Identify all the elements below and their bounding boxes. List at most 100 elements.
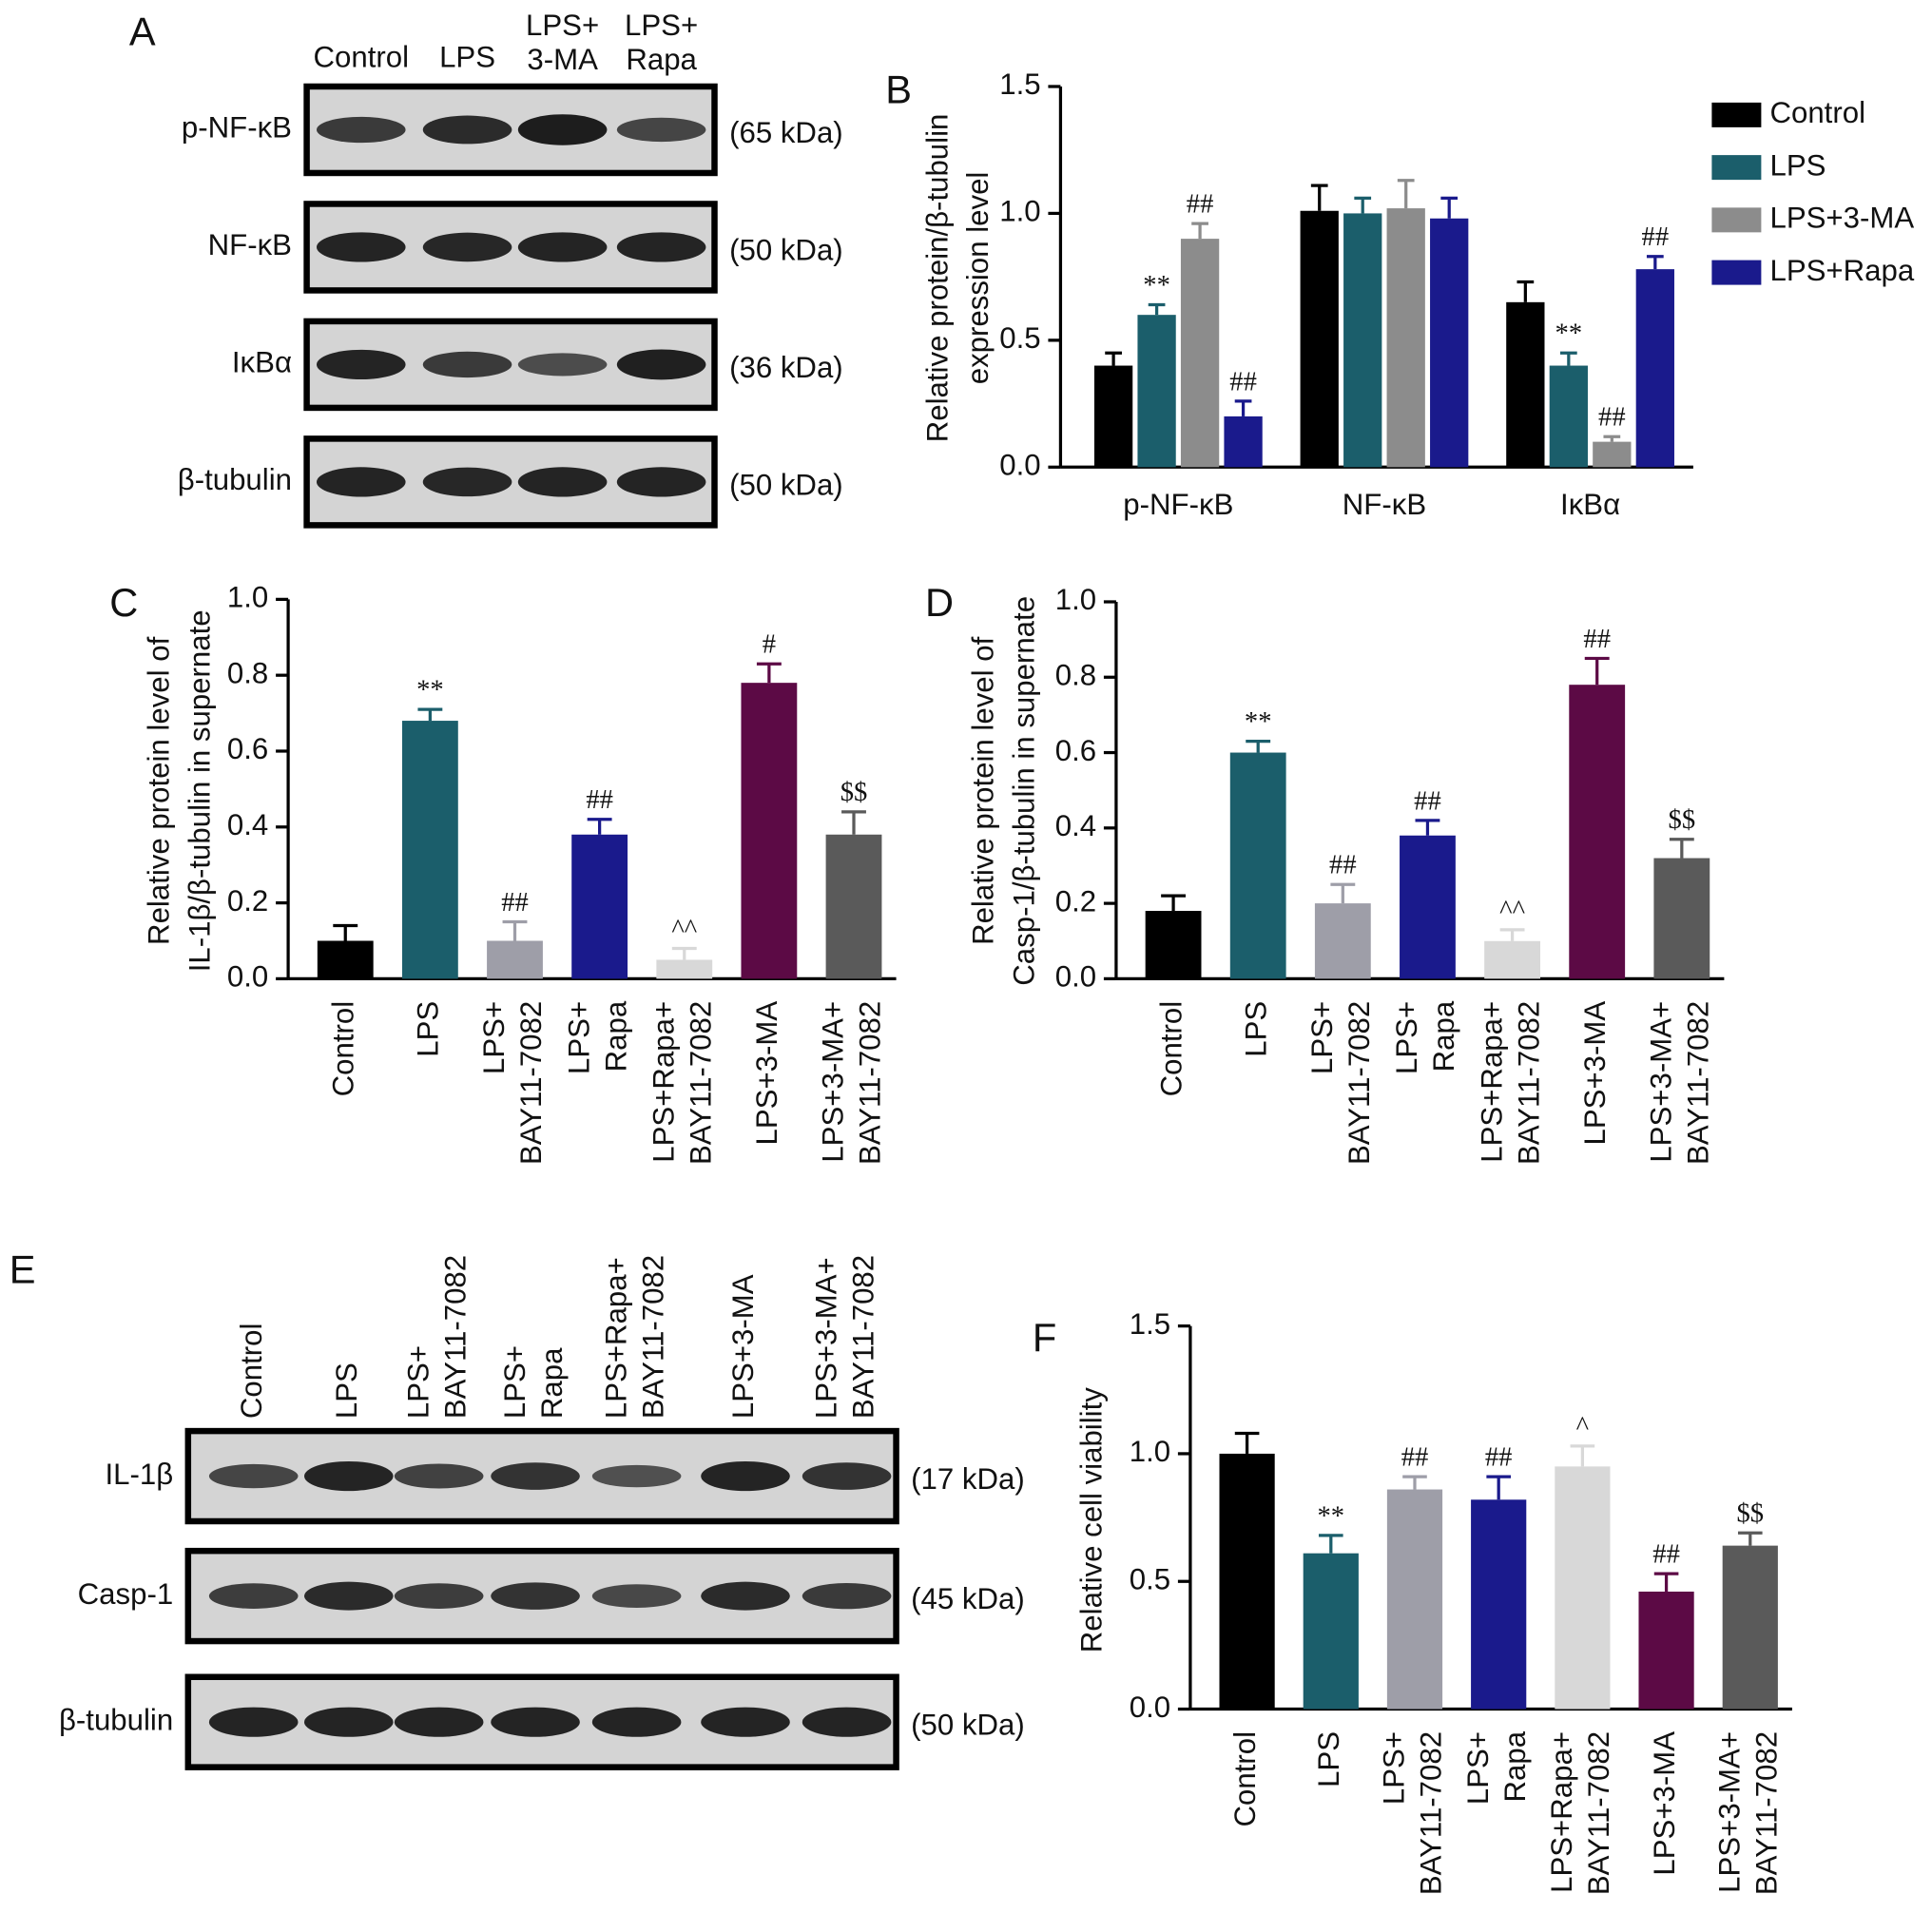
- x-tick-label: BAY11-7082: [1415, 1731, 1448, 1895]
- bar: [1386, 1489, 1443, 1710]
- x-tick-label: LPS+Rapa+: [647, 1001, 680, 1163]
- significance: $$: [1669, 805, 1696, 835]
- blot-band: [422, 232, 512, 262]
- row-label: IκBα: [232, 346, 292, 379]
- blot-band: [422, 351, 512, 378]
- lane-label: Rapa: [535, 1347, 569, 1419]
- bar: [1303, 1553, 1359, 1710]
- x-tick-label: BAY11-7082: [684, 1001, 717, 1165]
- y-axis-label: Relative protein level of: [966, 636, 999, 945]
- bar: [1224, 415, 1263, 468]
- y-tick-label: 0.5: [1130, 1562, 1170, 1595]
- y-tick-label: 0.6: [1055, 734, 1096, 767]
- significance: ^: [1576, 1412, 1590, 1441]
- blot-band: [802, 1707, 892, 1737]
- blot-band: [208, 1707, 299, 1737]
- y-tick-label: 1.0: [227, 581, 268, 614]
- panel-label: C: [109, 580, 138, 625]
- bar: [1093, 365, 1133, 468]
- bar: [1569, 685, 1626, 979]
- y-tick-label: 1.5: [999, 68, 1040, 101]
- x-tick-label: BAY11-7082: [514, 1001, 548, 1165]
- bar: [1653, 858, 1710, 979]
- lane-label: LPS+: [401, 1345, 435, 1419]
- lane-label: LPS+: [625, 9, 698, 42]
- panel-label: B: [885, 67, 912, 111]
- significance: ##: [1229, 367, 1257, 396]
- y-axis-label: expression level: [961, 172, 995, 385]
- bar: [401, 721, 458, 979]
- y-axis-label: IL-1β/β-tubulin in supernate: [183, 609, 216, 972]
- x-tick-label: p-NF-κB: [1123, 488, 1233, 521]
- y-tick-label: 1.0: [999, 195, 1040, 228]
- lane-label: Control: [314, 41, 410, 74]
- blot-band: [591, 1464, 682, 1488]
- blot-band: [701, 1460, 790, 1492]
- significance: ##: [1583, 625, 1611, 654]
- significance: ##: [1598, 403, 1626, 433]
- significance: ##: [1642, 222, 1670, 252]
- blot-band: [591, 1707, 682, 1737]
- bar: [1635, 269, 1674, 468]
- lane-label: BAY11-7082: [438, 1255, 472, 1419]
- y-axis-label: Casp-1/β-tubulin in supernate: [1007, 596, 1040, 986]
- y-tick-label: 1.0: [1130, 1435, 1170, 1468]
- panel-label: D: [925, 580, 954, 625]
- panel-label: A: [129, 9, 156, 53]
- blot-band: [616, 467, 706, 497]
- bar: [1471, 1499, 1527, 1710]
- blot-band: [394, 1583, 484, 1609]
- blot-band: [491, 1707, 580, 1737]
- blot-band: [517, 353, 608, 377]
- blot-band: [316, 349, 406, 380]
- blot-band: [316, 467, 406, 497]
- x-tick-label: BAY11-7082: [1343, 1001, 1376, 1165]
- lane-label: 3-MA: [527, 43, 598, 76]
- x-tick-label: LPS+3-MA+: [1645, 1001, 1678, 1163]
- bar: [656, 959, 713, 979]
- y-axis-label: Relative protein level of: [142, 636, 175, 945]
- lane-label: LPS+3-MA+: [809, 1257, 842, 1419]
- legend-swatch: [1711, 260, 1762, 285]
- panel-label: F: [1033, 1315, 1056, 1360]
- x-tick-label: LPS+3-MA: [1578, 1001, 1612, 1146]
- row-size: (65 kDa): [729, 116, 843, 149]
- x-tick-label: Control: [1154, 1001, 1188, 1097]
- blot-band: [517, 114, 608, 145]
- y-tick-label: 0.2: [227, 884, 268, 918]
- significance: **: [416, 675, 444, 705]
- blot-band: [316, 232, 406, 262]
- x-tick-label: LPS+: [1461, 1731, 1495, 1805]
- bar: [1555, 1466, 1611, 1710]
- significance: **: [1555, 319, 1583, 349]
- blot-band: [802, 1462, 892, 1490]
- x-tick-label: LPS: [1312, 1731, 1345, 1787]
- x-tick-label: LPS+: [1378, 1731, 1411, 1805]
- bar: [741, 683, 798, 979]
- x-tick-label: Rapa: [1498, 1730, 1532, 1802]
- y-tick-label: 0.0: [1130, 1691, 1170, 1724]
- lane-label: LPS: [439, 41, 495, 74]
- x-tick-label: LPS+: [477, 1001, 511, 1074]
- panel-label: E: [10, 1247, 36, 1292]
- bar: [1722, 1545, 1778, 1710]
- lane-label: LPS+3-MA: [726, 1274, 760, 1419]
- bar: [1484, 940, 1540, 979]
- blot-band: [701, 1707, 790, 1737]
- bar: [1229, 752, 1286, 979]
- bar: [1300, 210, 1339, 468]
- legend-swatch: [1711, 102, 1762, 127]
- x-tick-label: BAY11-7082: [1682, 1001, 1715, 1165]
- x-tick-label: LPS+3-MA+: [1713, 1731, 1747, 1893]
- bar: [1386, 208, 1425, 468]
- legend-swatch: [1711, 155, 1762, 181]
- blot-band: [303, 1460, 394, 1492]
- y-tick-label: 0.0: [1055, 960, 1096, 994]
- lane-label: Control: [235, 1324, 268, 1420]
- y-tick-label: 0.4: [227, 808, 268, 841]
- row-size: (50 kDa): [911, 1709, 1025, 1742]
- bar: [1343, 213, 1382, 468]
- x-tick-label: BAY11-7082: [1750, 1731, 1784, 1895]
- blot-band: [394, 1463, 484, 1489]
- lane-label: LPS+: [498, 1345, 531, 1419]
